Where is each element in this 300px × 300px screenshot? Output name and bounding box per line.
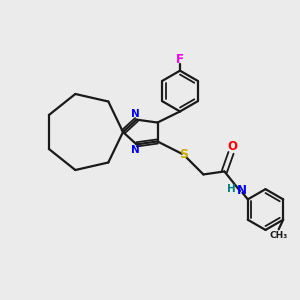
Text: N: N [131, 109, 140, 119]
Text: O: O [227, 140, 237, 153]
Text: CH₃: CH₃ [269, 231, 288, 240]
Text: S: S [179, 148, 188, 161]
Text: F: F [176, 53, 184, 66]
Text: N: N [237, 184, 247, 197]
Text: N: N [131, 145, 140, 155]
Text: H: H [227, 184, 236, 194]
